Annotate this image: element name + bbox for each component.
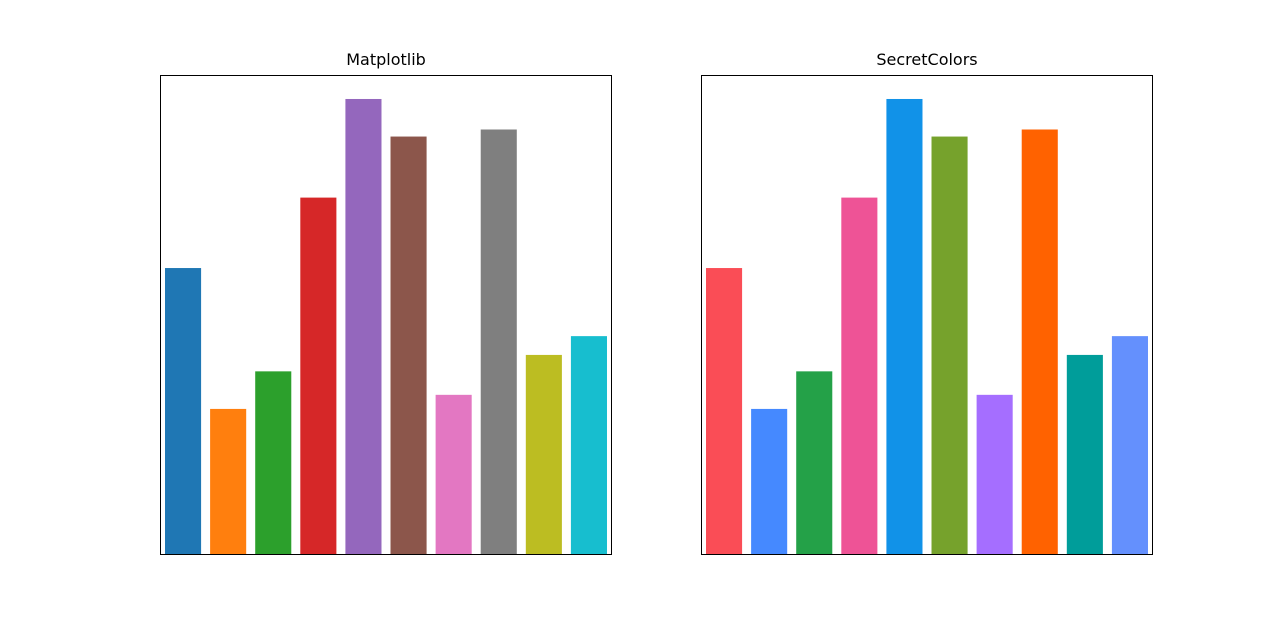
bar-7 xyxy=(1021,129,1058,555)
bar-chart-secretcolors xyxy=(701,75,1153,555)
chart-panel-matplotlib: Matplotlib xyxy=(160,40,612,560)
bar-8 xyxy=(525,354,562,555)
bar-9 xyxy=(1111,336,1148,555)
bar-4 xyxy=(345,98,382,555)
bar-chart-matplotlib xyxy=(160,75,612,555)
bar-9 xyxy=(570,336,607,555)
bar-0 xyxy=(706,268,743,555)
bar-8 xyxy=(1066,354,1103,555)
bar-5 xyxy=(931,136,968,555)
axes-frame xyxy=(701,75,1153,555)
chart-panel-secretcolors: SecretColors xyxy=(701,40,1153,560)
bar-1 xyxy=(210,408,247,555)
bar-0 xyxy=(165,268,202,555)
bar-3 xyxy=(300,197,337,555)
chart-title: Matplotlib xyxy=(346,50,426,69)
bar-4 xyxy=(886,98,923,555)
bar-7 xyxy=(480,129,517,555)
bar-2 xyxy=(255,371,292,555)
bar-2 xyxy=(796,371,833,555)
bar-5 xyxy=(390,136,427,555)
bar-3 xyxy=(841,197,878,555)
bar-6 xyxy=(435,394,472,555)
bar-6 xyxy=(976,394,1013,555)
chart-title: SecretColors xyxy=(876,50,978,69)
axes-frame xyxy=(160,75,612,555)
bar-1 xyxy=(751,408,788,555)
